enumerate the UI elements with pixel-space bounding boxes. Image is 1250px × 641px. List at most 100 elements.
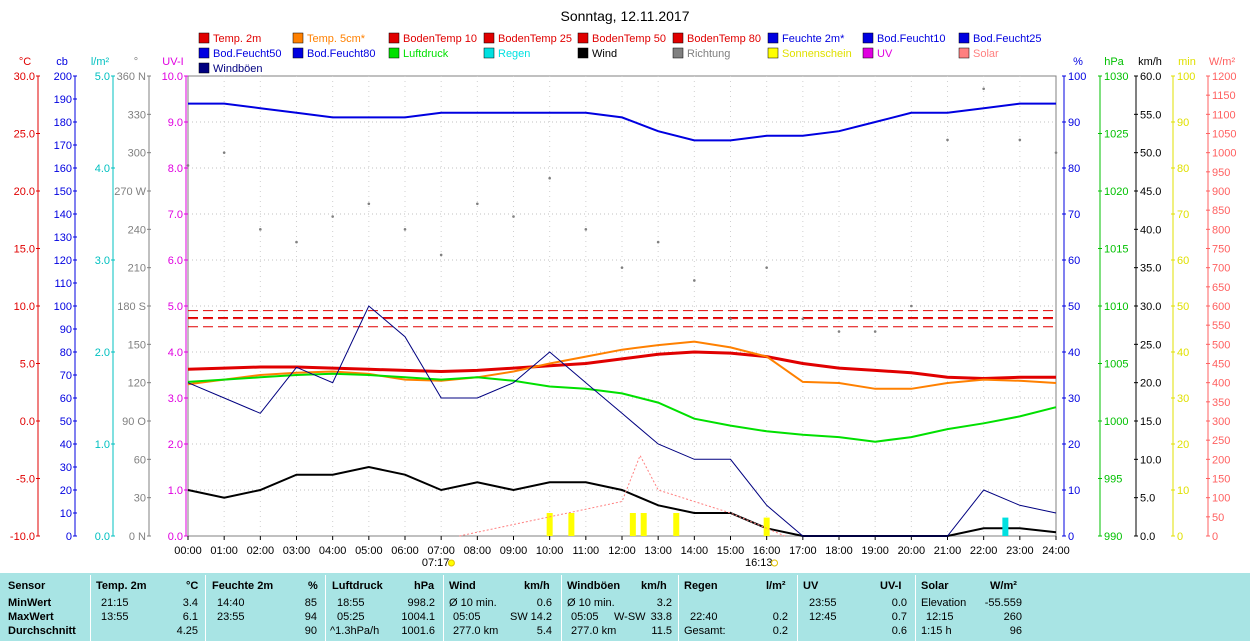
separator	[90, 575, 91, 641]
legend-label: Windböen	[213, 63, 263, 75]
axis-tick-label: 100	[1177, 71, 1195, 83]
legend-label: Temp. 5cm*	[307, 33, 366, 45]
axis-tick-label: 1050	[1212, 129, 1236, 141]
stats-header-temp: Temp. 2m	[96, 580, 147, 592]
stats-solar-desc: 12:15	[926, 611, 954, 623]
series-point	[620, 266, 624, 269]
legend-label: Bod.Feucht80	[307, 48, 376, 60]
axis-tick-label: 6.0	[168, 255, 183, 267]
stats-row-label: MaxWert	[8, 611, 54, 623]
axis-tick-label: 5.0	[168, 301, 183, 313]
axis-tick-label: 90	[1068, 117, 1080, 129]
axis-tick-label: 40.0	[1140, 224, 1161, 236]
axis-tick-label: 10	[1177, 485, 1189, 497]
axis-tick-label: 30	[134, 493, 146, 505]
series-point	[873, 330, 877, 333]
stats-header-rain: Regen	[684, 580, 718, 592]
legend-swatch	[958, 47, 970, 59]
axis-tick-label: 15.0	[14, 244, 35, 256]
stats-row-label: MinWert	[8, 597, 52, 609]
axis-tick-label: 55.0	[1140, 109, 1161, 121]
series-point	[729, 317, 732, 321]
axis-tick-label: 180	[54, 117, 72, 129]
x-tick-label: 04:00	[319, 545, 347, 557]
series-line	[187, 350, 1056, 381]
stats-rain-total-label: Gesamt:	[684, 625, 726, 637]
x-tick-label: 01:00	[210, 545, 238, 557]
x-tick-label: 12:00	[608, 545, 636, 557]
axis-tick-label: 270 W	[114, 186, 146, 198]
axis-tick-label: 10	[1068, 485, 1080, 497]
stats-header-rain-unit: l/m²	[766, 580, 786, 592]
axis-tick-label: 650	[1212, 282, 1230, 294]
stats-uv-value: 0.6	[891, 625, 907, 637]
axis-tick-label: 30.0	[1140, 301, 1161, 313]
axis-tick-label: 40	[1177, 347, 1189, 359]
axis-tick-label: 0	[66, 531, 72, 543]
axis-unit: km/h	[1138, 56, 1162, 68]
legend-swatch	[767, 47, 779, 59]
axis-tick-label: 3.0	[168, 393, 183, 405]
axis-tick-label: 20	[60, 485, 72, 497]
axis-unit: °	[134, 56, 138, 68]
axis-tick-label: 4.0	[95, 163, 110, 175]
legend-label: Temp. 2m	[213, 33, 261, 45]
axis-tick-label: 5.0	[1140, 493, 1155, 505]
axis-tick-label: 0.0	[95, 531, 110, 543]
separator	[443, 575, 444, 641]
stats-uv-value: 0.7	[891, 611, 907, 623]
axis-tick-label: 80	[60, 347, 72, 359]
axis-tick-label: 8.0	[168, 163, 183, 175]
axis-tick-label: 200	[1212, 454, 1230, 466]
axis-tick-label: 100	[54, 301, 72, 313]
x-tick-label: 17:00	[789, 545, 817, 557]
stats-header-temp-unit: °C	[186, 580, 199, 592]
axis-tick-label: 25.0	[14, 129, 35, 141]
stats-solar-value: -55.559	[984, 597, 1022, 609]
stats-solar-desc: Elevation	[921, 597, 967, 609]
axis-tick-label: 1020	[1104, 186, 1128, 198]
chart-title: Sonntag, 12.11.2017	[561, 8, 690, 24]
axis-tick-label: 200	[54, 71, 72, 83]
axis-tick-label: 9.0	[168, 117, 183, 129]
legend-swatch	[767, 32, 779, 44]
axis-tick-label: 400	[1212, 378, 1230, 390]
axis-tick-label: 30	[60, 462, 72, 474]
axis-tick-label: 30	[1177, 393, 1189, 405]
stats-solar-value: 260	[1003, 611, 1022, 623]
stats-uv-time: 12:45	[809, 611, 837, 623]
axis-tick-label: 0 N	[129, 531, 146, 543]
axis-tick-label: 70	[1068, 209, 1080, 221]
series-point	[765, 266, 768, 269]
axis-tick-label: 50.0	[1140, 148, 1161, 160]
x-tick-label: 03:00	[283, 545, 311, 557]
stats-press-trend: ^1.3hPa/h	[330, 625, 380, 637]
axis-tick-label: 0	[1177, 531, 1183, 543]
stats-header-sensor: Sensor	[8, 580, 46, 592]
legend-label: BodenTemp 50	[592, 33, 666, 45]
stats-temp-value: 3.4	[182, 597, 198, 609]
axis-tick-label: 4.0	[168, 347, 183, 359]
axis-tick-label: 120	[54, 255, 72, 267]
axis-tick-label: 500	[1212, 339, 1230, 351]
axis-tick-label: 330	[128, 109, 146, 121]
stats-press-value: 998.2	[407, 597, 435, 609]
series-point	[367, 202, 371, 206]
axis-tick-label: 70	[1177, 209, 1189, 221]
x-tick-label: 10:00	[536, 545, 564, 557]
stats-wind-desc: 05:05	[453, 611, 481, 623]
axis-tick-label: 1.0	[168, 485, 183, 497]
axis-tick-label: 750	[1212, 244, 1230, 256]
axis-unit: °C	[19, 56, 31, 68]
x-tick-label: 20:00	[898, 545, 926, 557]
legend-label: Bod.Feucht25	[973, 33, 1042, 45]
legend-label: Bod.Feucht50	[213, 48, 282, 60]
axis-tick-label: 20.0	[14, 186, 35, 198]
stats-header-press: Luftdruck	[332, 580, 383, 592]
series-point	[259, 228, 262, 231]
axis-tick-label: 20.0	[1140, 378, 1161, 390]
legend-label: Feuchte 2m*	[782, 33, 845, 45]
axis-unit: cb	[56, 56, 68, 68]
stats-temp-time: 21:15	[101, 597, 129, 609]
axis-tick-label: 50	[1177, 301, 1189, 313]
